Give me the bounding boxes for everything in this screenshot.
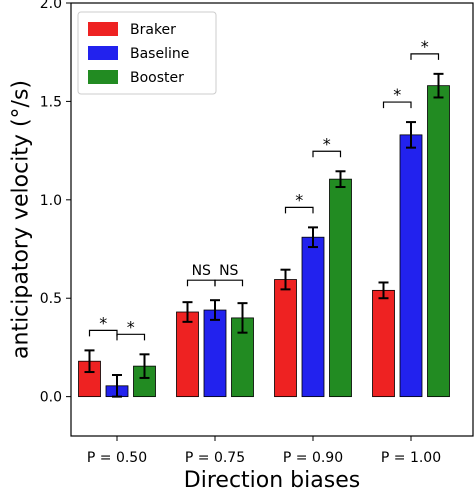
- bar-booster: [427, 85, 450, 398]
- legend-swatch-baseline: [88, 46, 118, 60]
- bar-booster: [329, 178, 352, 398]
- axis-ticks: 0.0 0.5 1.0 1.5 2.0 P = 0.50 P = 0.75 P = 0.90 P…: [40, 0, 441, 466]
- significance-label: *: [99, 313, 107, 332]
- legend-swatch-braker: [88, 22, 118, 36]
- bar-braker: [176, 311, 199, 398]
- x-tick-label: P = 0.75: [185, 450, 245, 466]
- legend-swatch-booster: [88, 70, 118, 84]
- significance-label: *: [127, 317, 135, 336]
- plot-area: * * NS NS * * * *: [78, 37, 450, 398]
- significance-bracket: [312, 150, 342, 158]
- legend: Braker Baseline Booster: [77, 11, 217, 95]
- significance-bracket: [382, 101, 412, 109]
- y-tick-label: 2.0: [40, 0, 62, 12]
- x-tick-label: P = 0.50: [87, 450, 147, 466]
- significance-bracket: [186, 279, 216, 287]
- y-tick-label: 0.5: [40, 291, 62, 307]
- significance-label: *: [421, 37, 429, 56]
- bar-baseline: [399, 134, 423, 398]
- bar-braker: [372, 289, 395, 398]
- axes-frame: [70, 2, 474, 437]
- significance-label: *: [323, 134, 331, 153]
- significance-bracket: [284, 206, 314, 214]
- y-tick-label: 1.5: [40, 94, 62, 110]
- y-tick-label: 0.0: [40, 390, 62, 406]
- significance-bracket: [214, 279, 244, 287]
- bar-braker: [274, 279, 297, 398]
- x-tick-label: P = 0.90: [283, 450, 343, 466]
- x-tick-label: P = 1.00: [381, 450, 441, 466]
- significance-bracket: [88, 329, 118, 337]
- legend-label-booster: Booster: [130, 70, 184, 86]
- x-axis-label: Direction biases: [184, 468, 360, 492]
- y-axis-label: anticipatory velocity (°/s): [9, 80, 34, 359]
- significance-bracket: [410, 53, 440, 60]
- significance-label: NS: [219, 263, 238, 279]
- significance-label: *: [393, 85, 401, 104]
- bar-baseline: [203, 309, 227, 398]
- significance-label: *: [295, 190, 303, 209]
- significance-label: NS: [192, 263, 211, 279]
- legend-label-baseline: Baseline: [130, 46, 189, 62]
- bar-baseline: [301, 236, 325, 398]
- y-tick-label: 1.0: [40, 193, 62, 209]
- significance-bracket: [116, 333, 146, 341]
- legend-label-braker: Braker: [130, 22, 176, 38]
